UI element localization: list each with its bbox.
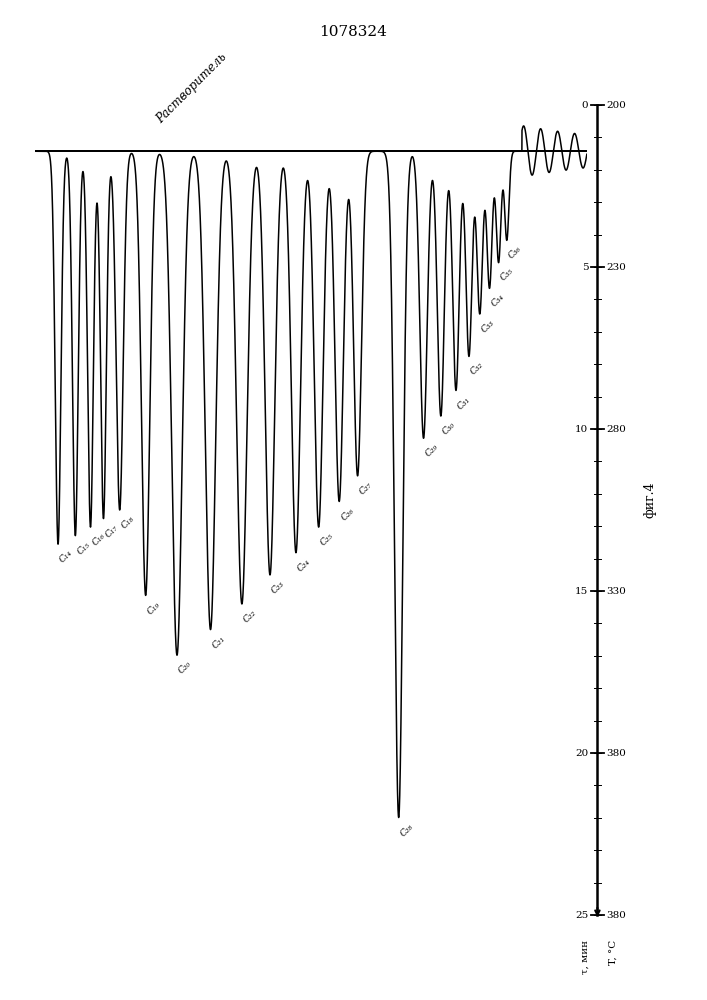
Text: C₃₄: C₃₄ [489,292,506,308]
Text: C₁₄: C₁₄ [58,548,74,565]
Text: C₃₃: C₃₃ [480,318,496,334]
Text: 25: 25 [575,911,588,920]
Text: C₃₅: C₃₅ [498,266,515,283]
Text: C₃₁: C₃₁ [456,395,472,411]
Text: C₂₂: C₂₂ [242,608,258,624]
Text: C₃₀: C₃₀ [441,420,457,437]
Text: C₂₇: C₂₇ [358,480,374,496]
Text: 5: 5 [582,262,588,271]
Text: C₁₅: C₁₅ [76,540,92,556]
Text: 1078324: 1078324 [320,25,387,39]
Text: 330: 330 [607,586,626,595]
Text: C₂₀: C₂₀ [177,659,193,676]
Text: C₂₈: C₂₈ [399,822,415,838]
Text: C₂₄: C₂₄ [296,557,312,573]
Text: C₃₂: C₃₂ [469,360,485,377]
Text: C₁₇: C₁₇ [103,523,119,539]
Text: 380: 380 [607,911,626,920]
Text: C₁₈: C₁₈ [119,514,136,530]
Text: C₁₆: C₁₆ [90,531,107,548]
Text: C₂₉: C₂₉ [423,442,440,459]
Text: T, °C: T, °C [609,940,617,965]
Text: 15: 15 [575,586,588,595]
Text: 0: 0 [582,101,588,109]
Text: 20: 20 [575,749,588,758]
Text: 280: 280 [607,424,626,434]
Text: C₂₅: C₂₅ [319,531,335,548]
Text: фиг.4: фиг.4 [644,482,657,518]
Text: C₂₁: C₂₁ [211,634,227,650]
Text: 230: 230 [607,262,626,271]
Text: 380: 380 [607,749,626,758]
Text: C₃₆: C₃₆ [507,244,523,261]
Text: C₂₃: C₂₃ [270,579,286,595]
Text: C₁₉: C₁₉ [146,600,162,616]
Text: C₂₆: C₂₆ [339,506,356,522]
Text: 10: 10 [575,424,588,434]
Text: 200: 200 [607,101,626,109]
Text: Растворитель: Растворитель [154,50,230,126]
Text: τ, мин: τ, мин [580,940,589,974]
